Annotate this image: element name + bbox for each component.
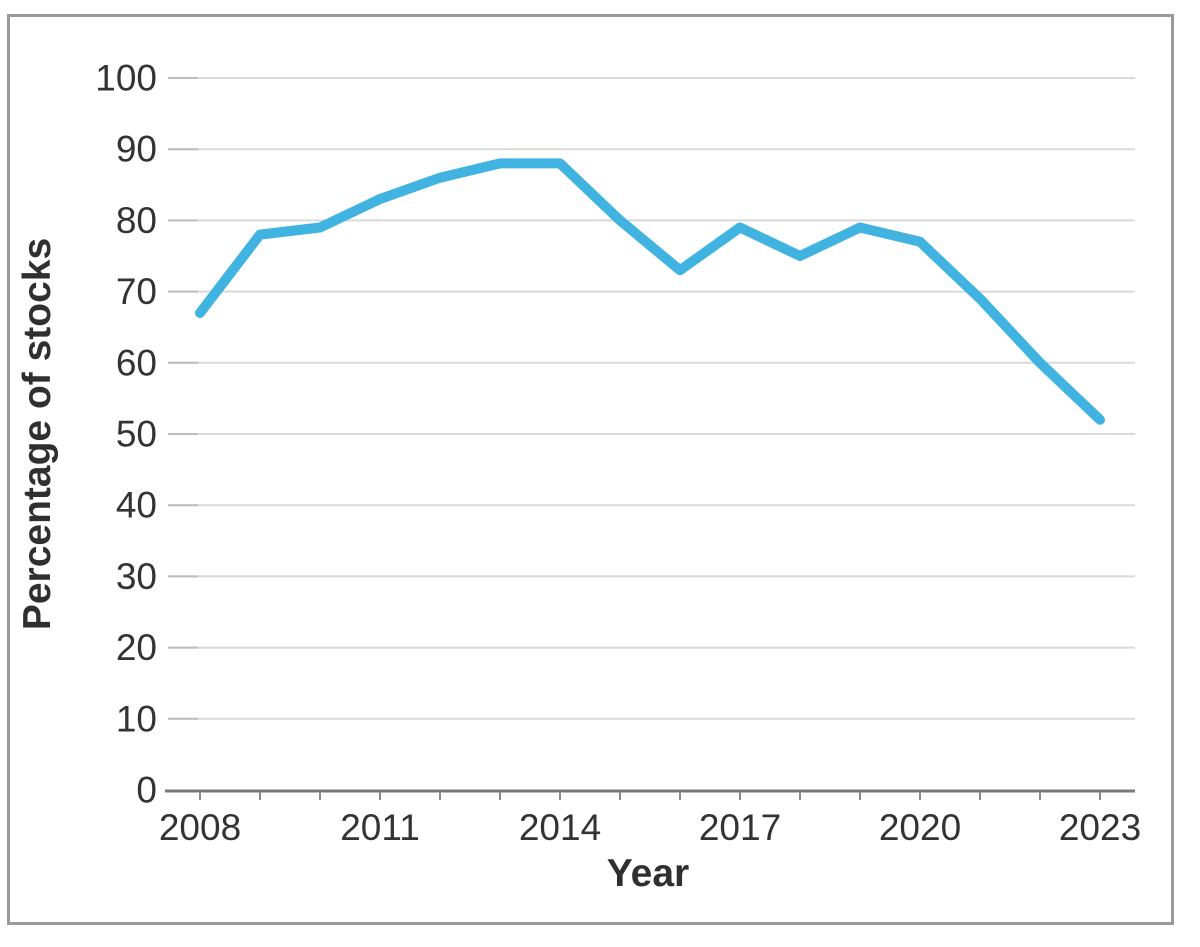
y-tick-label: 40 (116, 485, 157, 526)
x-tick-label: 2008 (159, 807, 241, 848)
y-tick-label: 70 (116, 271, 157, 312)
x-tick-label: 2014 (519, 807, 601, 848)
ticks-layer (165, 77, 1135, 800)
y-tick-label: 20 (116, 627, 157, 668)
x-tick-label: 2017 (699, 807, 781, 848)
x-tick-label: 2011 (340, 807, 420, 848)
x-tick-label: 2020 (879, 807, 961, 848)
series-line (195, 158, 1105, 425)
y-tick-label: 90 (116, 129, 157, 170)
y-tick-label: 0 (136, 770, 157, 811)
y-tick-label: 100 (95, 58, 157, 99)
y-axis-title: Percentage of stocks (16, 238, 59, 630)
y-tick-label: 60 (116, 342, 157, 383)
chart-frame (7, 14, 1174, 925)
y-tick-label: 50 (116, 414, 157, 455)
gridlines-layer (168, 77, 1135, 720)
y-tick-label: 10 (116, 698, 157, 739)
y-tick-label: 30 (116, 556, 157, 597)
x-axis-title: Year (607, 852, 689, 895)
data-series-layer (195, 158, 1105, 425)
y-tick-label: 80 (116, 200, 157, 241)
x-tick-label: 2023 (1059, 807, 1141, 848)
tick-labels-layer: 0 10 20 30 40 50 60 70 80 90 100 2008 2011 2014 2017 20… (95, 58, 1141, 849)
